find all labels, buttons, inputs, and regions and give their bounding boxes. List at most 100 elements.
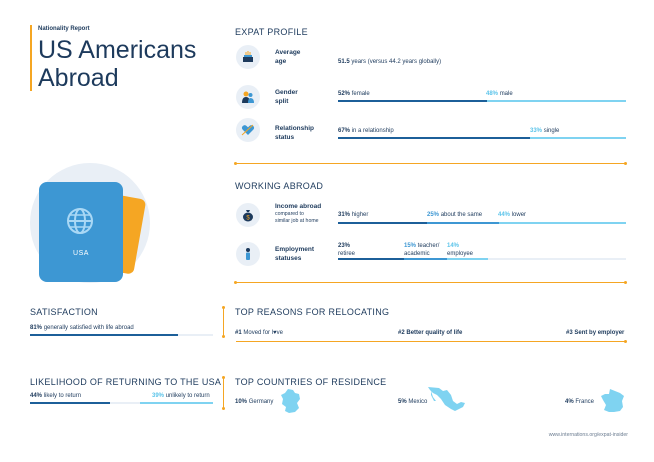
vertical-divider bbox=[223, 308, 224, 336]
title-line-1: US Americans bbox=[38, 36, 197, 64]
germany-map-icon bbox=[281, 389, 300, 413]
reason-1: #1 Moved for l♥ve bbox=[235, 330, 283, 336]
income-label-sub-2: similar job at home bbox=[275, 218, 319, 224]
single-text: single bbox=[543, 128, 560, 134]
teacher-bar bbox=[404, 258, 447, 260]
male-stat: 48% male bbox=[486, 91, 513, 97]
passport-country-label: USA bbox=[73, 250, 89, 257]
income-label-title: Income abroad bbox=[275, 203, 322, 210]
reason-2: #2 Better quality of life bbox=[398, 330, 462, 336]
retiree-bar bbox=[338, 258, 404, 260]
globe-icon bbox=[67, 208, 93, 234]
retiree-text: retiree bbox=[338, 251, 356, 257]
retiree-pct: 23% bbox=[338, 243, 351, 249]
heart-icon bbox=[241, 124, 255, 136]
country-3: 4% France bbox=[565, 399, 594, 405]
male-pct: 48% bbox=[486, 91, 499, 97]
retiree-stat: 23% retiree bbox=[338, 242, 355, 258]
income-icon-circle: $ bbox=[236, 203, 260, 227]
reason-2-text: Better quality of life bbox=[406, 330, 463, 336]
income-same-bar bbox=[427, 222, 499, 224]
female-bar bbox=[338, 100, 487, 102]
satisfaction-pct: 81% bbox=[30, 325, 43, 331]
single-bar bbox=[530, 137, 626, 139]
female-text: female bbox=[351, 91, 370, 97]
likely-return-bar bbox=[30, 402, 110, 404]
employee-text: employee bbox=[447, 251, 474, 257]
satisfaction-heading: SATISFACTION bbox=[30, 307, 98, 317]
country-3-pct: 4% bbox=[565, 399, 574, 405]
footer-url: www.internations.org/expat-insider bbox=[548, 432, 628, 438]
income-lower-stat: 44% lower bbox=[498, 212, 526, 218]
satisfaction-bar bbox=[30, 334, 178, 336]
female-pct: 52% bbox=[338, 91, 351, 97]
vertical-divider bbox=[223, 378, 224, 408]
age-label-line-1: Average bbox=[275, 49, 301, 56]
country-2-pct: 5% bbox=[398, 399, 407, 405]
income-lower-text: lower bbox=[511, 212, 527, 218]
gender-label: Gender split bbox=[275, 88, 298, 106]
heart-icon: ♥ bbox=[273, 330, 277, 336]
employee-bar bbox=[447, 258, 488, 260]
section-divider bbox=[236, 163, 626, 164]
income-label: Income abroad compared to similar job at… bbox=[275, 202, 321, 225]
gender-icon-circle bbox=[236, 85, 260, 109]
in-relationship-stat: 67% in a relationship bbox=[338, 128, 394, 134]
section-divider bbox=[236, 282, 626, 283]
birthday-cake-icon bbox=[243, 51, 253, 62]
satisfaction-remainder-bar bbox=[178, 334, 213, 336]
country-2: 5% Mexico bbox=[398, 399, 427, 405]
age-value: 51.5 bbox=[338, 59, 350, 65]
divider-dot bbox=[624, 340, 627, 343]
income-same-text: about the same bbox=[440, 212, 483, 218]
likely-return-text: likely to return bbox=[43, 393, 82, 399]
reason-3-rank: #3 bbox=[566, 330, 573, 336]
top-countries-heading: TOP COUNTRIES OF RESIDENCE bbox=[235, 377, 387, 387]
income-higher-pct: 31% bbox=[338, 212, 351, 218]
relationship-label-line-1: Relationship bbox=[275, 125, 315, 132]
age-text: years (versus 44.2 years globally) bbox=[351, 59, 442, 65]
age-icon-circle bbox=[236, 45, 260, 69]
income-higher-bar bbox=[338, 222, 427, 224]
gender-label-line-2: split bbox=[275, 98, 289, 105]
reason-3: #3 Sent by employer bbox=[566, 330, 624, 336]
age-label: Average age bbox=[275, 48, 300, 66]
person-icon bbox=[246, 248, 250, 260]
in-relationship-text: in a relationship bbox=[351, 128, 394, 134]
country-1-name: Germany bbox=[248, 399, 274, 405]
france-map-icon bbox=[601, 389, 624, 412]
country-1: 10% Germany bbox=[235, 399, 273, 405]
single-stat: 33% single bbox=[530, 128, 559, 134]
title-accent-bar bbox=[30, 25, 32, 91]
country-1-pct: 10% bbox=[235, 399, 248, 405]
reason-1-rank: #1 bbox=[235, 330, 242, 336]
satisfaction-stat: 81% generally satisfied with life abroad bbox=[30, 325, 134, 331]
satisfaction-text: generally satisfied with life abroad bbox=[43, 325, 134, 331]
income-same-stat: 25% about the same bbox=[427, 212, 482, 218]
divider-dot bbox=[222, 407, 225, 410]
income-lower-bar bbox=[499, 222, 626, 224]
unlikely-return-pct: 39% bbox=[152, 393, 165, 399]
male-text: male bbox=[499, 91, 513, 97]
likely-return-pct: 44% bbox=[30, 393, 43, 399]
income-label-sub-1: compared to bbox=[275, 211, 304, 217]
working-abroad-heading: WORKING ABROAD bbox=[235, 181, 324, 191]
reason-2-rank: #2 bbox=[398, 330, 405, 336]
section-divider bbox=[236, 341, 626, 342]
relationship-icon-circle bbox=[236, 118, 260, 142]
employment-label-line-2: statuses bbox=[275, 255, 302, 262]
employment-icon-circle bbox=[236, 242, 260, 266]
single-pct: 33% bbox=[530, 128, 543, 134]
country-3-name: France bbox=[575, 399, 595, 405]
employment-label: Employment statuses bbox=[275, 245, 314, 263]
relationship-label: Relationship status bbox=[275, 124, 314, 142]
unlikely-return-bar bbox=[140, 402, 213, 404]
reason-3-text: Sent by employer bbox=[574, 330, 625, 336]
title-line-2: Abroad bbox=[38, 64, 119, 92]
teacher-pct: 15% bbox=[404, 243, 417, 249]
income-higher-stat: 31% higher bbox=[338, 212, 368, 218]
reason-1-text-end: ve bbox=[276, 330, 283, 336]
teacher-text-2: academic bbox=[404, 251, 430, 257]
teacher-text-1: teacher/ bbox=[417, 243, 440, 249]
age-stat: 51.5 years (versus 44.2 years globally) bbox=[338, 59, 441, 65]
